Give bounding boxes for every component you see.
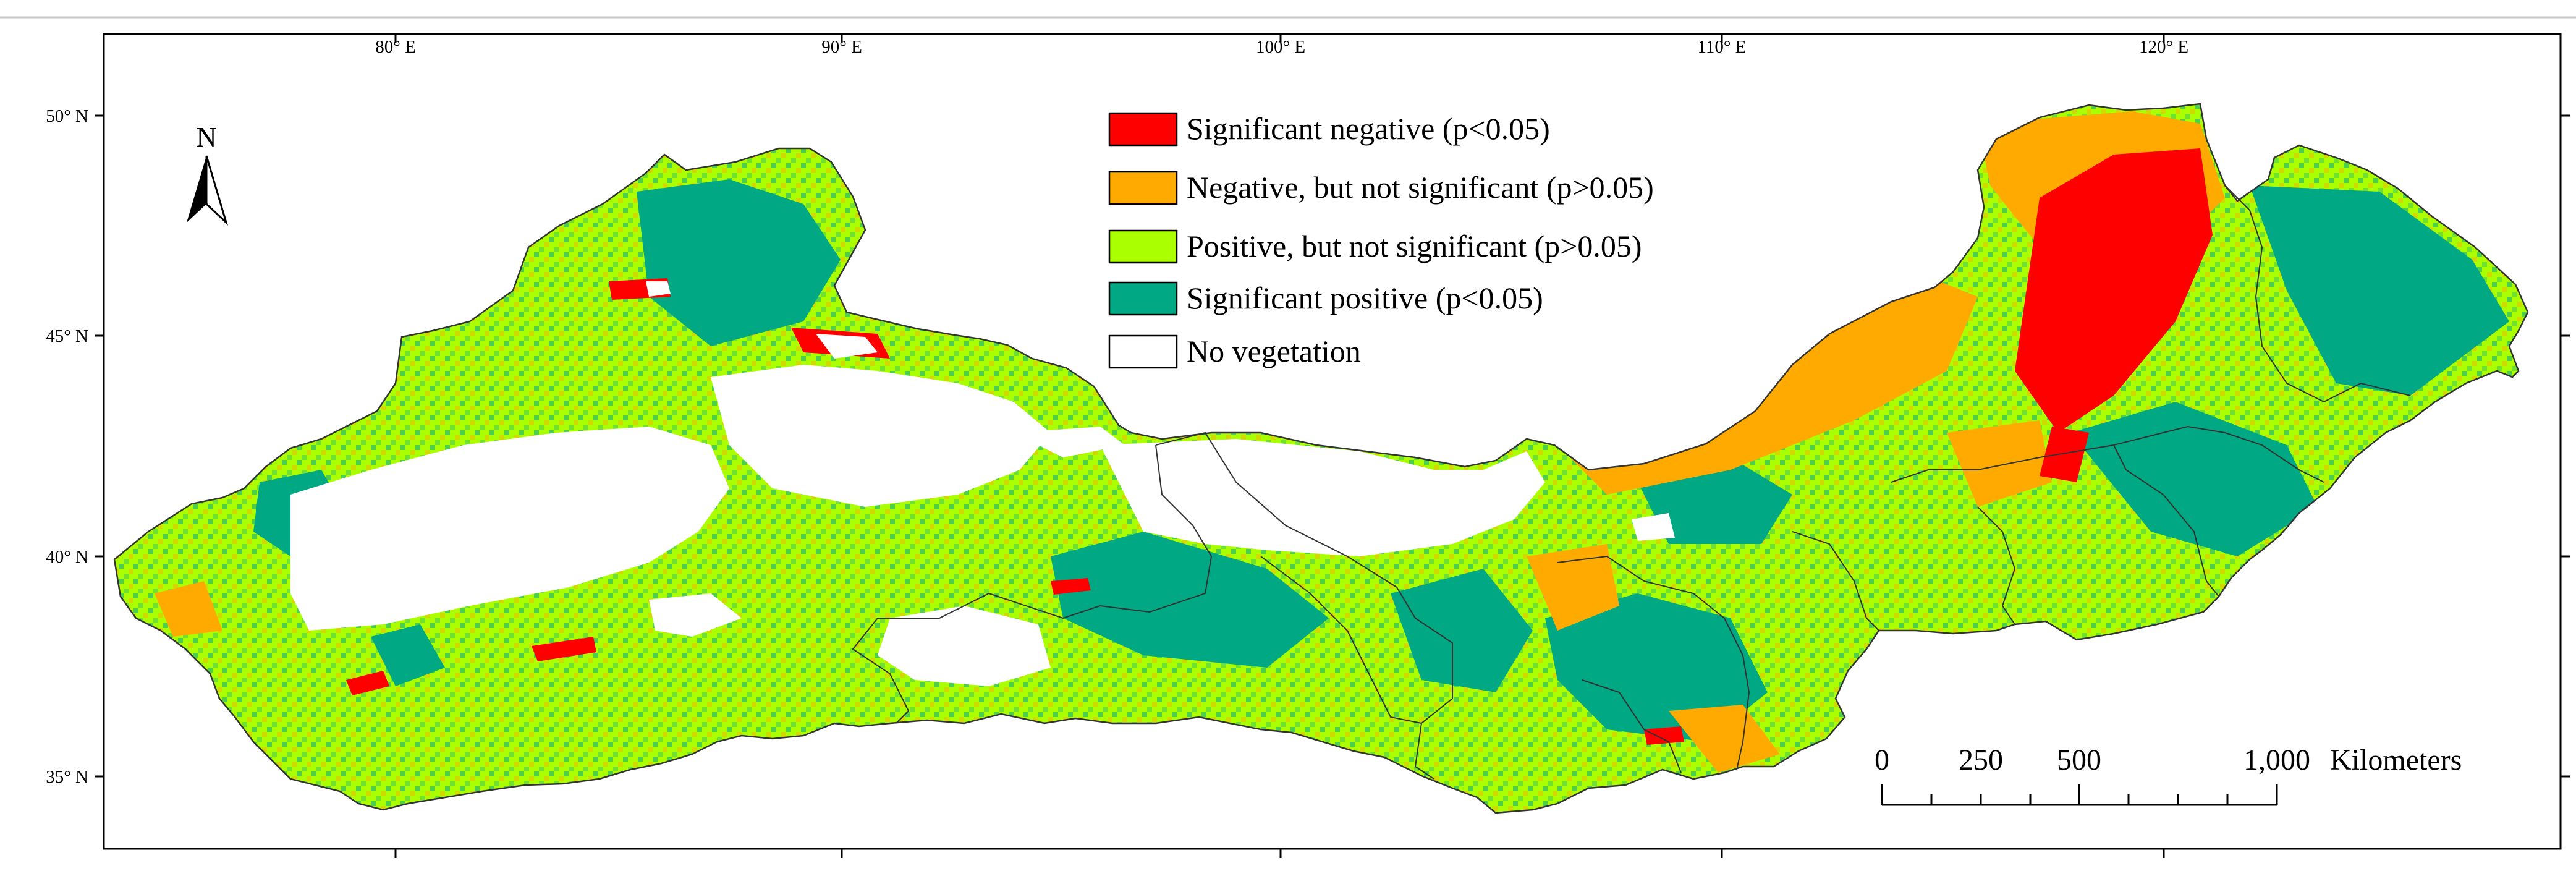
lon-label-100: 100° E bbox=[1256, 37, 1305, 57]
legend-swatch bbox=[1108, 112, 1178, 147]
legend-item-positive-not-significant: Positive, but not significant (p>0.05) bbox=[1108, 229, 1642, 264]
lat-label-50: 50° N bbox=[46, 106, 88, 126]
legend-label: No vegetation bbox=[1187, 334, 1361, 368]
scale-label-250: 250 bbox=[1959, 744, 2003, 776]
scale-unit-label: Kilometers bbox=[2330, 744, 2462, 776]
legend-label: Significant positive (p<0.05) bbox=[1187, 281, 1543, 315]
legend-label: Positive, but not significant (p>0.05) bbox=[1187, 229, 1642, 263]
legend-item-no-vegetation: No vegetation bbox=[1108, 334, 1361, 369]
lat-label-40: 40° N bbox=[46, 547, 88, 567]
north-arrow: N bbox=[187, 121, 229, 226]
legend-swatch bbox=[1108, 281, 1178, 316]
legend-item-negative-not-significant: Negative, but not significant (p>0.05) bbox=[1108, 170, 1654, 205]
right-axis bbox=[2561, 114, 2570, 778]
bottom-axis bbox=[394, 849, 2165, 858]
north-arrow-label: N bbox=[196, 121, 216, 153]
legend-swatch bbox=[1108, 334, 1178, 369]
legend-item-significant-negative: Significant negative (p<0.05) bbox=[1108, 111, 1550, 147]
lat-label-35: 35° N bbox=[46, 767, 88, 787]
scale-label-0: 0 bbox=[1875, 744, 1889, 776]
lon-label-120: 120° E bbox=[2139, 37, 2188, 57]
province-boundaries bbox=[852, 185, 2411, 780]
legend-swatch bbox=[1108, 229, 1178, 264]
legend-item-significant-positive: Significant positive (p<0.05) bbox=[1108, 281, 1543, 316]
top-axis bbox=[394, 34, 2165, 43]
scale-label-1000: 1,000 bbox=[2243, 744, 2310, 776]
lat-label-45: 45° N bbox=[46, 326, 88, 346]
legend: Significant negative (p<0.05) Negative, … bbox=[1108, 111, 1654, 369]
scale-bar: 0 250 500 1,000 Kilometers bbox=[1875, 744, 2462, 806]
lon-label-110: 110° E bbox=[1698, 37, 1747, 57]
scale-bar-line bbox=[1881, 784, 2278, 806]
north-arrow-icon bbox=[187, 155, 229, 226]
legend-label: Negative, but not significant (p>0.05) bbox=[1187, 170, 1654, 205]
lon-label-80: 80° E bbox=[375, 37, 416, 57]
legend-swatch bbox=[1108, 171, 1178, 205]
left-axis bbox=[95, 114, 104, 778]
scale-label-500: 500 bbox=[2057, 744, 2101, 776]
legend-label: Significant negative (p<0.05) bbox=[1187, 111, 1550, 146]
lon-label-90: 90° E bbox=[821, 37, 862, 57]
